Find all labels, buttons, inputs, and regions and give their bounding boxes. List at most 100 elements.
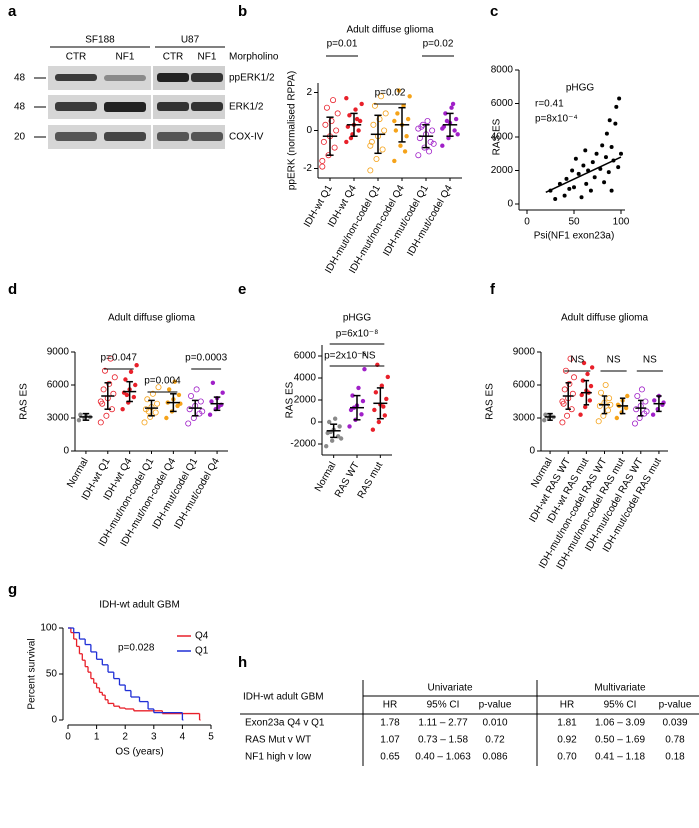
data-point	[152, 409, 159, 416]
data-point	[579, 392, 584, 398]
data-point	[652, 398, 657, 403]
data-point	[405, 116, 411, 122]
data-point	[453, 116, 459, 122]
data-point	[606, 395, 613, 402]
lane-label: NF1	[116, 52, 135, 63]
y-tick-label: 0	[507, 199, 513, 210]
y-tick-label: 2000	[491, 165, 514, 176]
data-point	[595, 418, 602, 425]
data-point	[188, 392, 195, 399]
band	[157, 102, 189, 111]
y-tick-label: 2000	[294, 395, 317, 406]
chart-title: Adult diffuse glioma	[108, 313, 196, 324]
stat-label: p=0.028	[118, 643, 155, 654]
data-point	[564, 412, 571, 419]
data-point	[360, 398, 366, 404]
data-point	[372, 407, 377, 413]
data-point	[210, 380, 216, 385]
data-point	[347, 424, 352, 429]
data-point	[103, 412, 110, 419]
fit-line	[545, 156, 622, 193]
y-tick-label: 4000	[491, 132, 514, 143]
x-tick-label: IDH-mut/codel Q4	[405, 183, 455, 258]
data-point	[585, 371, 590, 377]
y-tick-label: 2	[306, 87, 312, 98]
band	[191, 132, 223, 141]
y-tick-label: 9000	[47, 347, 70, 358]
data-point	[320, 138, 327, 145]
panel-letter: g	[8, 581, 17, 598]
y-tick-label: -2	[303, 163, 312, 174]
data-point	[101, 367, 108, 374]
table-cell: 0.50 – 1.69	[595, 735, 645, 746]
data-point	[133, 382, 138, 388]
data-point	[564, 176, 569, 181]
data-point	[590, 160, 595, 165]
data-point	[107, 355, 114, 362]
data-point	[123, 377, 128, 382]
table-cell: 0.039	[662, 718, 687, 729]
table-header: 95% CI	[427, 700, 460, 711]
y-tick-label: 50	[46, 669, 58, 680]
data-point	[209, 399, 214, 404]
data-point	[324, 444, 329, 449]
data-point	[638, 386, 645, 393]
data-point	[602, 180, 607, 185]
data-point	[567, 355, 574, 362]
data-point	[572, 185, 576, 190]
data-point	[614, 104, 619, 109]
y-tick-label: 100	[40, 623, 57, 634]
data-point	[631, 420, 638, 427]
data-point	[559, 398, 566, 405]
band	[104, 75, 146, 81]
data-point	[376, 116, 383, 123]
data-point	[634, 392, 641, 399]
data-point	[407, 94, 412, 99]
data-point	[427, 138, 434, 145]
data-point	[588, 188, 593, 193]
data-point	[322, 121, 329, 128]
stat-label: r=0.41	[535, 99, 564, 110]
data-point	[603, 155, 608, 160]
data-point	[613, 121, 618, 126]
table-cell: 1.07	[380, 735, 400, 746]
data-point	[607, 118, 612, 123]
data-point	[633, 406, 640, 413]
data-point	[164, 415, 169, 421]
mw-label: 48	[14, 102, 26, 113]
data-point	[199, 408, 206, 415]
data-point	[328, 118, 335, 125]
data-point	[330, 97, 337, 104]
data-point	[376, 419, 382, 425]
data-point	[370, 121, 377, 128]
data-point	[207, 412, 213, 417]
data-point	[354, 116, 360, 122]
data-point	[335, 434, 341, 439]
data-point	[353, 107, 358, 112]
data-point	[97, 419, 104, 426]
data-point	[606, 170, 611, 175]
data-point	[368, 138, 375, 145]
legend-label: Q4	[195, 631, 209, 642]
data-point	[561, 386, 568, 393]
data-point	[76, 418, 82, 423]
data-point	[579, 195, 584, 200]
panel-letter: b	[238, 3, 247, 20]
x-tick-label: 0	[65, 732, 71, 743]
data-point	[371, 102, 378, 109]
data-point	[609, 145, 614, 150]
data-point	[592, 175, 597, 180]
stat-label: p=8x10⁻⁴	[535, 114, 578, 125]
data-point	[185, 420, 192, 427]
table-cell: 1.78	[380, 718, 400, 729]
data-point	[337, 424, 342, 429]
data-point	[347, 113, 352, 118]
data-point	[643, 408, 650, 415]
x-tick-label: 50	[568, 217, 580, 228]
x-tick-label: 0	[524, 217, 530, 228]
protein-label: ERK1/2	[229, 102, 264, 113]
table-header: HR	[560, 700, 574, 711]
data-point	[452, 128, 457, 133]
data-point	[382, 413, 388, 418]
